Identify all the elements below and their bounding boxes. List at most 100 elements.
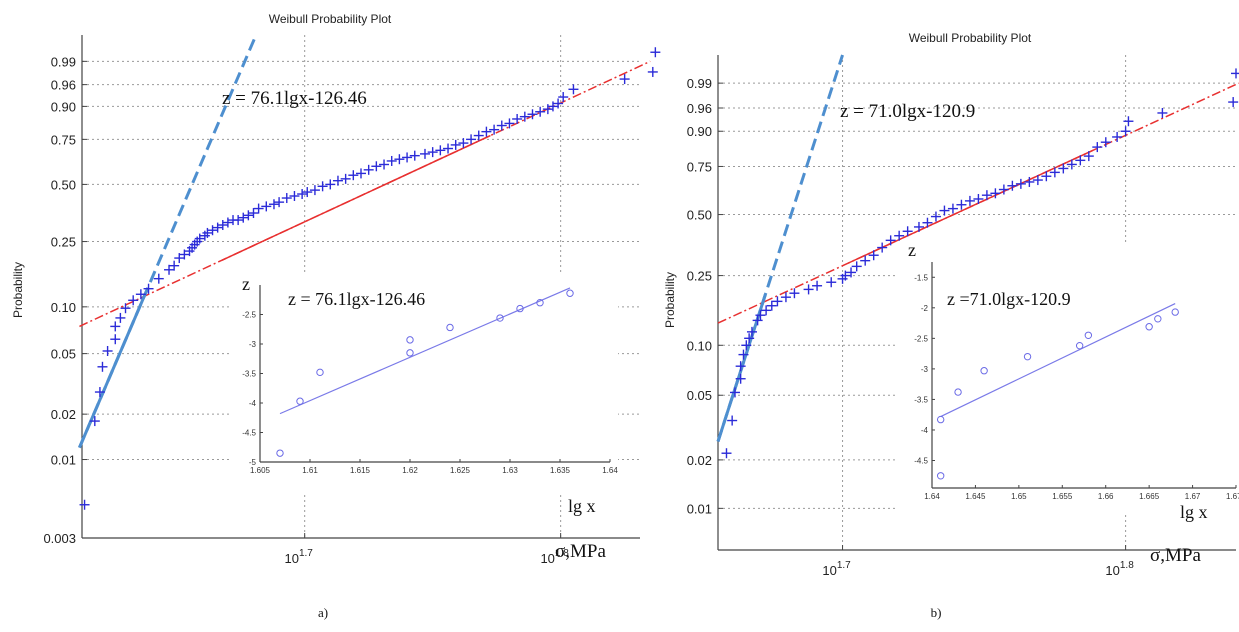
panel-a-inset-background bbox=[232, 274, 618, 492]
data-point bbox=[115, 312, 126, 323]
data-point bbox=[233, 215, 244, 226]
inset-data-point bbox=[516, 304, 524, 313]
data-point bbox=[1228, 97, 1239, 108]
data-point bbox=[371, 161, 382, 172]
data-point bbox=[110, 321, 121, 332]
data-point bbox=[547, 101, 558, 112]
inset-x-tick-label: 1.61 bbox=[302, 466, 318, 475]
inset-data-point bbox=[566, 289, 574, 297]
data-point bbox=[340, 173, 351, 184]
data-point bbox=[169, 260, 180, 271]
caption-b: b) bbox=[931, 605, 942, 620]
data-point bbox=[79, 499, 90, 510]
inset-y-tick-label: -3.5 bbox=[914, 395, 928, 404]
data-point bbox=[496, 120, 507, 131]
data-point bbox=[885, 235, 896, 246]
data-point bbox=[489, 124, 500, 135]
panel-a-inset: z z = 76.1lgx-126.46 lg x 1.605 1.61 1.615… bbox=[232, 274, 618, 516]
data-point bbox=[94, 387, 105, 398]
panel-a-inset-x-label: lg x bbox=[568, 496, 596, 516]
data-point bbox=[217, 220, 228, 231]
data-point bbox=[998, 184, 1009, 195]
data-point bbox=[97, 361, 108, 372]
data-point bbox=[1049, 167, 1060, 178]
data-point bbox=[386, 155, 397, 166]
inset-x-tick-label: 1.64 bbox=[602, 466, 618, 475]
panel-b-inset-x-label: lg x bbox=[1180, 502, 1208, 522]
y-tick-label: 0.75 bbox=[51, 132, 76, 147]
inset-y-tick-label: -4.5 bbox=[914, 457, 928, 466]
inset-x-tick-label: 1.605 bbox=[250, 466, 271, 475]
inset-x-tick-label: 1.65 bbox=[1011, 492, 1027, 501]
panel-b-weibull-fit-line bbox=[717, 82, 1239, 324]
data-point bbox=[1112, 131, 1123, 142]
inset-y-tick-label: -4 bbox=[921, 426, 929, 435]
panel-b-weibull-fit-line-solid bbox=[847, 149, 1094, 264]
data-point bbox=[846, 267, 857, 278]
inset-data-point bbox=[496, 314, 504, 322]
data-point bbox=[947, 203, 958, 214]
data-point bbox=[153, 273, 164, 284]
y-tick-label: 0.90 bbox=[51, 99, 76, 114]
data-point bbox=[789, 288, 800, 299]
data-point bbox=[348, 170, 359, 181]
data-point bbox=[512, 113, 523, 124]
data-point bbox=[851, 261, 862, 272]
y-tick-label: 0.10 bbox=[51, 300, 76, 315]
data-point bbox=[956, 199, 967, 210]
data-point bbox=[812, 280, 823, 291]
data-point bbox=[650, 47, 661, 58]
panel-b-y-axis-label: Probability bbox=[663, 272, 677, 328]
data-point bbox=[110, 334, 121, 345]
data-point bbox=[1075, 155, 1086, 166]
inset-data-point bbox=[316, 368, 324, 377]
panel-a-x-axis-label: σ,MPa bbox=[555, 541, 606, 562]
y-tick-label: 0.96 bbox=[51, 78, 76, 93]
data-point bbox=[363, 164, 374, 175]
inset-y-tick-label: -5 bbox=[249, 458, 257, 467]
panel-a-inset-y-label: z bbox=[242, 274, 250, 294]
inset-y-tick-label: -2.5 bbox=[914, 334, 928, 343]
data-point bbox=[248, 208, 259, 219]
inset-data-point bbox=[406, 336, 414, 344]
inset-data-point bbox=[1145, 323, 1153, 331]
data-point bbox=[473, 130, 484, 141]
data-point bbox=[868, 250, 879, 261]
inset-data-point bbox=[1075, 341, 1084, 350]
inset-x-tick-label: 1.63 bbox=[502, 466, 518, 475]
inset-x-tick-label: 1.665 bbox=[1139, 492, 1160, 501]
panel-a-weibull-fit-line-solid bbox=[221, 134, 491, 261]
inset-y-tick-label: -2 bbox=[921, 304, 929, 313]
data-point bbox=[289, 191, 300, 202]
data-point bbox=[443, 143, 454, 154]
inset-data-point bbox=[406, 349, 414, 357]
data-point bbox=[840, 270, 851, 281]
data-point bbox=[1041, 171, 1052, 182]
data-point bbox=[379, 159, 390, 170]
inset-x-tick-label: 1.62 bbox=[402, 466, 418, 475]
data-point bbox=[504, 118, 515, 129]
panel-b-inset-ticks: 1.64 1.645 1.65 1.655 1.66 1.665 1.67 1.675 -1.5… bbox=[914, 273, 1239, 501]
panel-a-y-axis-label: Probability bbox=[11, 262, 25, 318]
data-point bbox=[738, 349, 749, 360]
data-point bbox=[194, 233, 205, 244]
panel-a-inset-fit-line bbox=[279, 287, 571, 415]
data-point bbox=[458, 138, 469, 149]
data-point bbox=[780, 292, 791, 303]
data-point bbox=[297, 189, 308, 200]
x-tick-label: 101.7 bbox=[285, 548, 314, 566]
data-point bbox=[466, 134, 477, 145]
panel-a-inset-points bbox=[276, 289, 574, 457]
data-point bbox=[274, 197, 285, 208]
y-tick-label: 0.02 bbox=[51, 407, 76, 422]
data-point bbox=[744, 333, 755, 344]
inset-data-point bbox=[954, 388, 962, 396]
x-tick-label: 101.8 bbox=[540, 548, 569, 566]
y-tick-label: 0.50 bbox=[51, 177, 76, 192]
data-point bbox=[721, 448, 732, 459]
data-point bbox=[1083, 151, 1094, 162]
panel-b-inset-fit-equation: z =71.0lgx-120.9 bbox=[947, 289, 1071, 309]
data-point bbox=[981, 190, 992, 201]
y-tick-label: 0.25 bbox=[687, 269, 712, 284]
data-point bbox=[102, 345, 113, 356]
